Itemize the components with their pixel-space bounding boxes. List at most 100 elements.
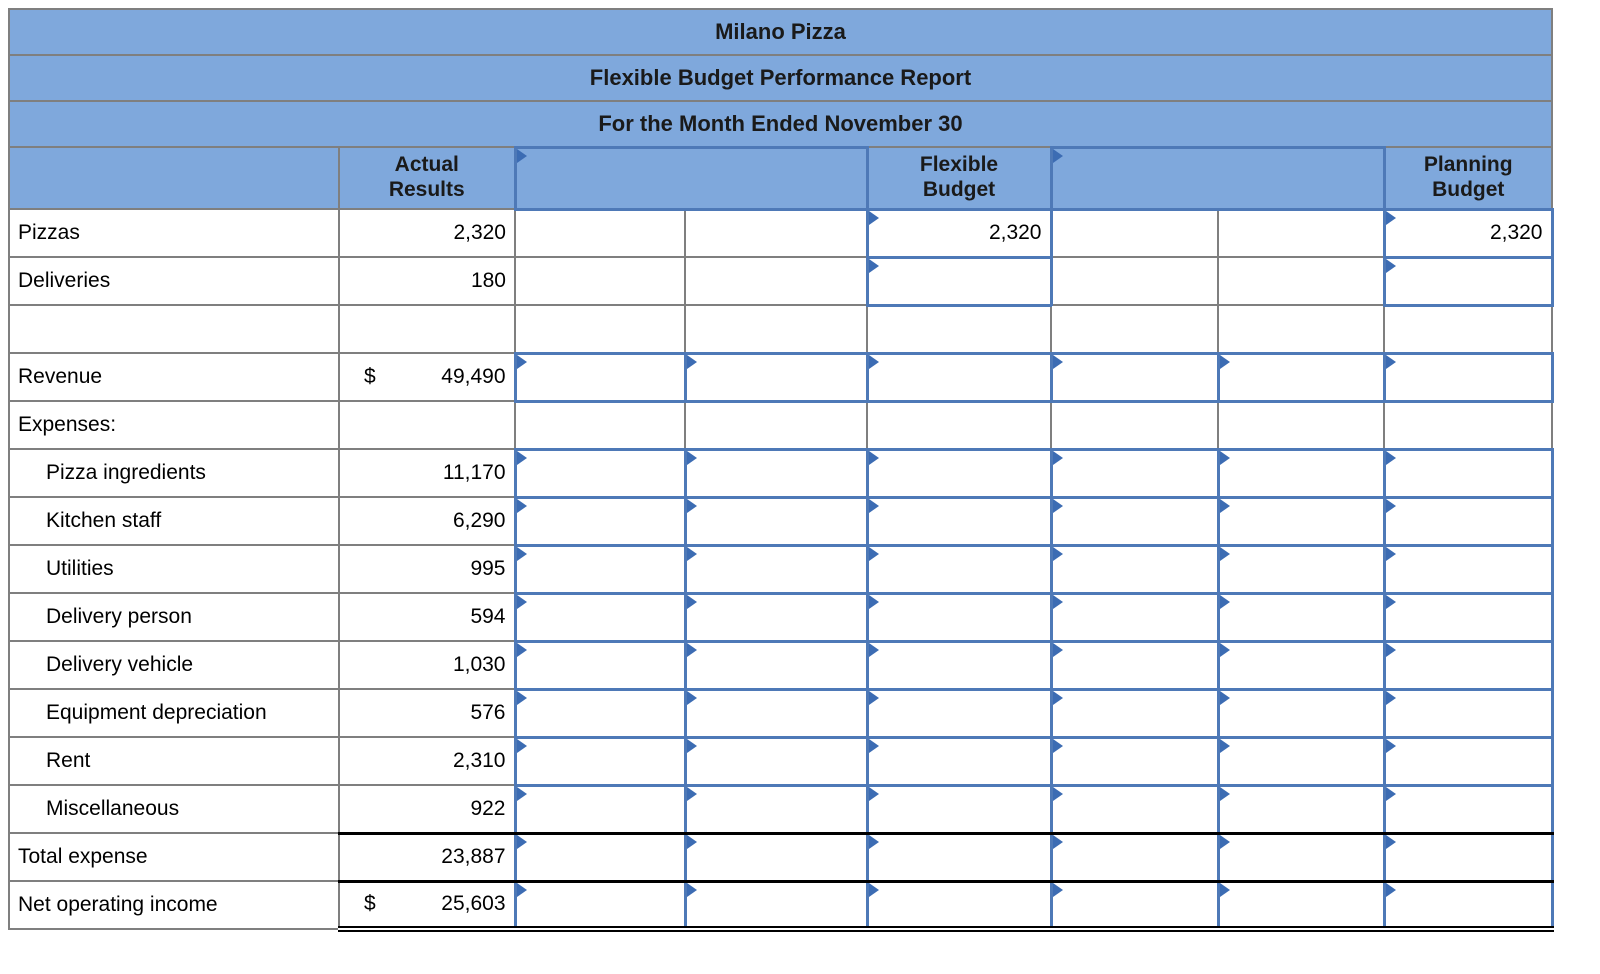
row-label-spacer (8, 304, 340, 354)
input-revenue-flexible-budget[interactable] (865, 351, 1053, 403)
row-label-equipment-depreciation: Equipment depreciation (8, 688, 340, 738)
row-utilities: Utilities 995 (8, 543, 1554, 595)
input-total-expense-variance1-mark[interactable] (683, 831, 869, 883)
report-subtitle: Flexible Budget Performance Report (8, 54, 1553, 102)
input-delivery-vehicle-variance2-value[interactable] (1049, 639, 1220, 691)
input-delivery-person-planning-budget[interactable] (1382, 591, 1554, 643)
input-delivery-person-variance1-mark[interactable] (683, 591, 869, 643)
input-delivery-person-variance2-value[interactable] (1049, 591, 1220, 643)
row-label-total-expense: Total expense (8, 832, 340, 882)
row-column-headers: Actual Results Flexible Budget Planning Bu… (8, 145, 1553, 211)
row-equipment-depreciation: Equipment depreciation 576 (8, 687, 1554, 739)
row-report-subtitle: Flexible Budget Performance Report (8, 54, 1553, 102)
input-revenue-variance1-value[interactable] (513, 351, 687, 403)
actual-pizza-ingredients: 11,170 (338, 448, 516, 498)
input-rent-variance2-mark[interactable] (1216, 735, 1386, 787)
report-period: For the Month Ended November 30 (8, 100, 1553, 148)
input-pizza-ingredients-planning-budget[interactable] (1382, 447, 1554, 499)
input-utilities-variance2-mark[interactable] (1216, 543, 1386, 595)
input-pizzas-planning-budget[interactable]: 2,320 (1382, 207, 1554, 259)
cell-expenses-heading-planning-budget (1383, 400, 1553, 450)
input-revenue-planning-budget[interactable] (1382, 351, 1554, 403)
input-kitchen-staff-variance2-value[interactable] (1049, 495, 1220, 547)
input-miscellaneous-variance2-value[interactable] (1049, 783, 1220, 835)
row-report-title: Milano Pizza (8, 8, 1553, 56)
input-rent-variance1-mark[interactable] (683, 735, 869, 787)
cell-expenses-heading-variance1-value (514, 400, 686, 450)
input-kitchen-staff-variance2-mark[interactable] (1216, 495, 1386, 547)
input-kitchen-staff-flexible-budget[interactable] (865, 495, 1053, 547)
actual-expenses-heading (338, 400, 516, 450)
input-net-operating-income-planning-budget[interactable] (1382, 879, 1554, 932)
input-delivery-person-flexible-budget[interactable] (865, 591, 1053, 643)
input-deliveries-planning-budget[interactable] (1382, 255, 1554, 307)
input-utilities-variance1-mark[interactable] (683, 543, 869, 595)
input-delivery-person-variance2-mark[interactable] (1216, 591, 1386, 643)
variance-header-input-left[interactable] (513, 145, 869, 211)
cell-expenses-heading-variance2-value (1050, 400, 1219, 450)
input-rent-flexible-budget[interactable] (865, 735, 1053, 787)
input-pizza-ingredients-flexible-budget[interactable] (865, 447, 1053, 499)
input-miscellaneous-variance1-value[interactable] (513, 783, 687, 835)
input-net-operating-income-variance2-value[interactable] (1049, 879, 1220, 932)
input-pizzas-flexible-budget[interactable]: 2,320 (865, 207, 1053, 259)
input-equipment-depreciation-variance1-value[interactable] (513, 687, 687, 739)
input-total-expense-planning-budget[interactable] (1382, 831, 1554, 883)
cell-pizzas-variance2-mark (1217, 208, 1385, 258)
input-total-expense-variance2-mark[interactable] (1216, 831, 1386, 883)
money-revenue: $49,490 (341, 365, 513, 389)
input-utilities-variance1-value[interactable] (513, 543, 687, 595)
input-total-expense-flexible-budget[interactable] (865, 831, 1053, 883)
cell-pizzas-variance1-mark (684, 208, 868, 258)
input-total-expense-variance2-value[interactable] (1049, 831, 1220, 883)
input-pizza-ingredients-variance1-value[interactable] (513, 447, 687, 499)
input-revenue-variance1-mark[interactable] (683, 351, 869, 403)
input-rent-planning-budget[interactable] (1382, 735, 1554, 787)
input-net-operating-income-variance2-mark[interactable] (1216, 879, 1386, 932)
input-net-operating-income-variance1-value[interactable] (513, 879, 687, 932)
actual-total-expense: 23,887 (338, 832, 516, 883)
row-label-pizzas: Pizzas (8, 208, 340, 258)
input-net-operating-income-variance1-mark[interactable] (683, 879, 869, 932)
input-equipment-depreciation-variance2-mark[interactable] (1216, 687, 1386, 739)
input-kitchen-staff-planning-budget[interactable] (1382, 495, 1554, 547)
report-title: Milano Pizza (8, 8, 1553, 56)
input-delivery-vehicle-planning-budget[interactable] (1382, 639, 1554, 691)
input-net-operating-income-flexible-budget[interactable] (865, 879, 1053, 932)
input-equipment-depreciation-variance1-mark[interactable] (683, 687, 869, 739)
input-pizza-ingredients-variance2-mark[interactable] (1216, 447, 1386, 499)
input-delivery-vehicle-variance2-mark[interactable] (1216, 639, 1386, 691)
input-miscellaneous-variance2-mark[interactable] (1216, 783, 1386, 835)
input-delivery-vehicle-flexible-budget[interactable] (865, 639, 1053, 691)
input-pizza-ingredients-variance1-mark[interactable] (683, 447, 869, 499)
input-delivery-vehicle-variance1-mark[interactable] (683, 639, 869, 691)
input-utilities-flexible-budget[interactable] (865, 543, 1053, 595)
input-deliveries-flexible-budget[interactable] (865, 255, 1053, 307)
cell-deliveries-variance2-mark (1217, 256, 1385, 306)
input-rent-variance1-value[interactable] (513, 735, 687, 787)
input-utilities-planning-budget[interactable] (1382, 543, 1554, 595)
input-revenue-variance2-value[interactable] (1049, 351, 1220, 403)
input-miscellaneous-flexible-budget[interactable] (865, 783, 1053, 835)
money-net-operating-income: $25,603 (341, 892, 513, 916)
input-miscellaneous-planning-budget[interactable] (1382, 783, 1554, 835)
input-equipment-depreciation-flexible-budget[interactable] (865, 687, 1053, 739)
input-pizza-ingredients-variance2-value[interactable] (1049, 447, 1220, 499)
input-total-expense-variance1-value[interactable] (513, 831, 687, 883)
row-deliveries: Deliveries 180 (8, 255, 1554, 307)
input-revenue-variance2-mark[interactable] (1216, 351, 1386, 403)
input-rent-variance2-value[interactable] (1049, 735, 1220, 787)
input-delivery-person-variance1-value[interactable] (513, 591, 687, 643)
input-equipment-depreciation-variance2-value[interactable] (1049, 687, 1220, 739)
input-kitchen-staff-variance1-mark[interactable] (683, 495, 869, 547)
input-delivery-vehicle-variance1-value[interactable] (513, 639, 687, 691)
input-equipment-depreciation-planning-budget[interactable] (1382, 687, 1554, 739)
input-miscellaneous-variance1-mark[interactable] (683, 783, 869, 835)
input-utilities-variance2-value[interactable] (1049, 543, 1220, 595)
actual-miscellaneous: 922 (338, 784, 516, 835)
input-kitchen-staff-variance1-value[interactable] (513, 495, 687, 547)
row-revenue: Revenue $49,490 (8, 351, 1554, 403)
dollar-sign: $ (364, 892, 376, 916)
variance-header-input-right[interactable] (1049, 145, 1386, 211)
actual-delivery-vehicle: 1,030 (338, 640, 516, 690)
